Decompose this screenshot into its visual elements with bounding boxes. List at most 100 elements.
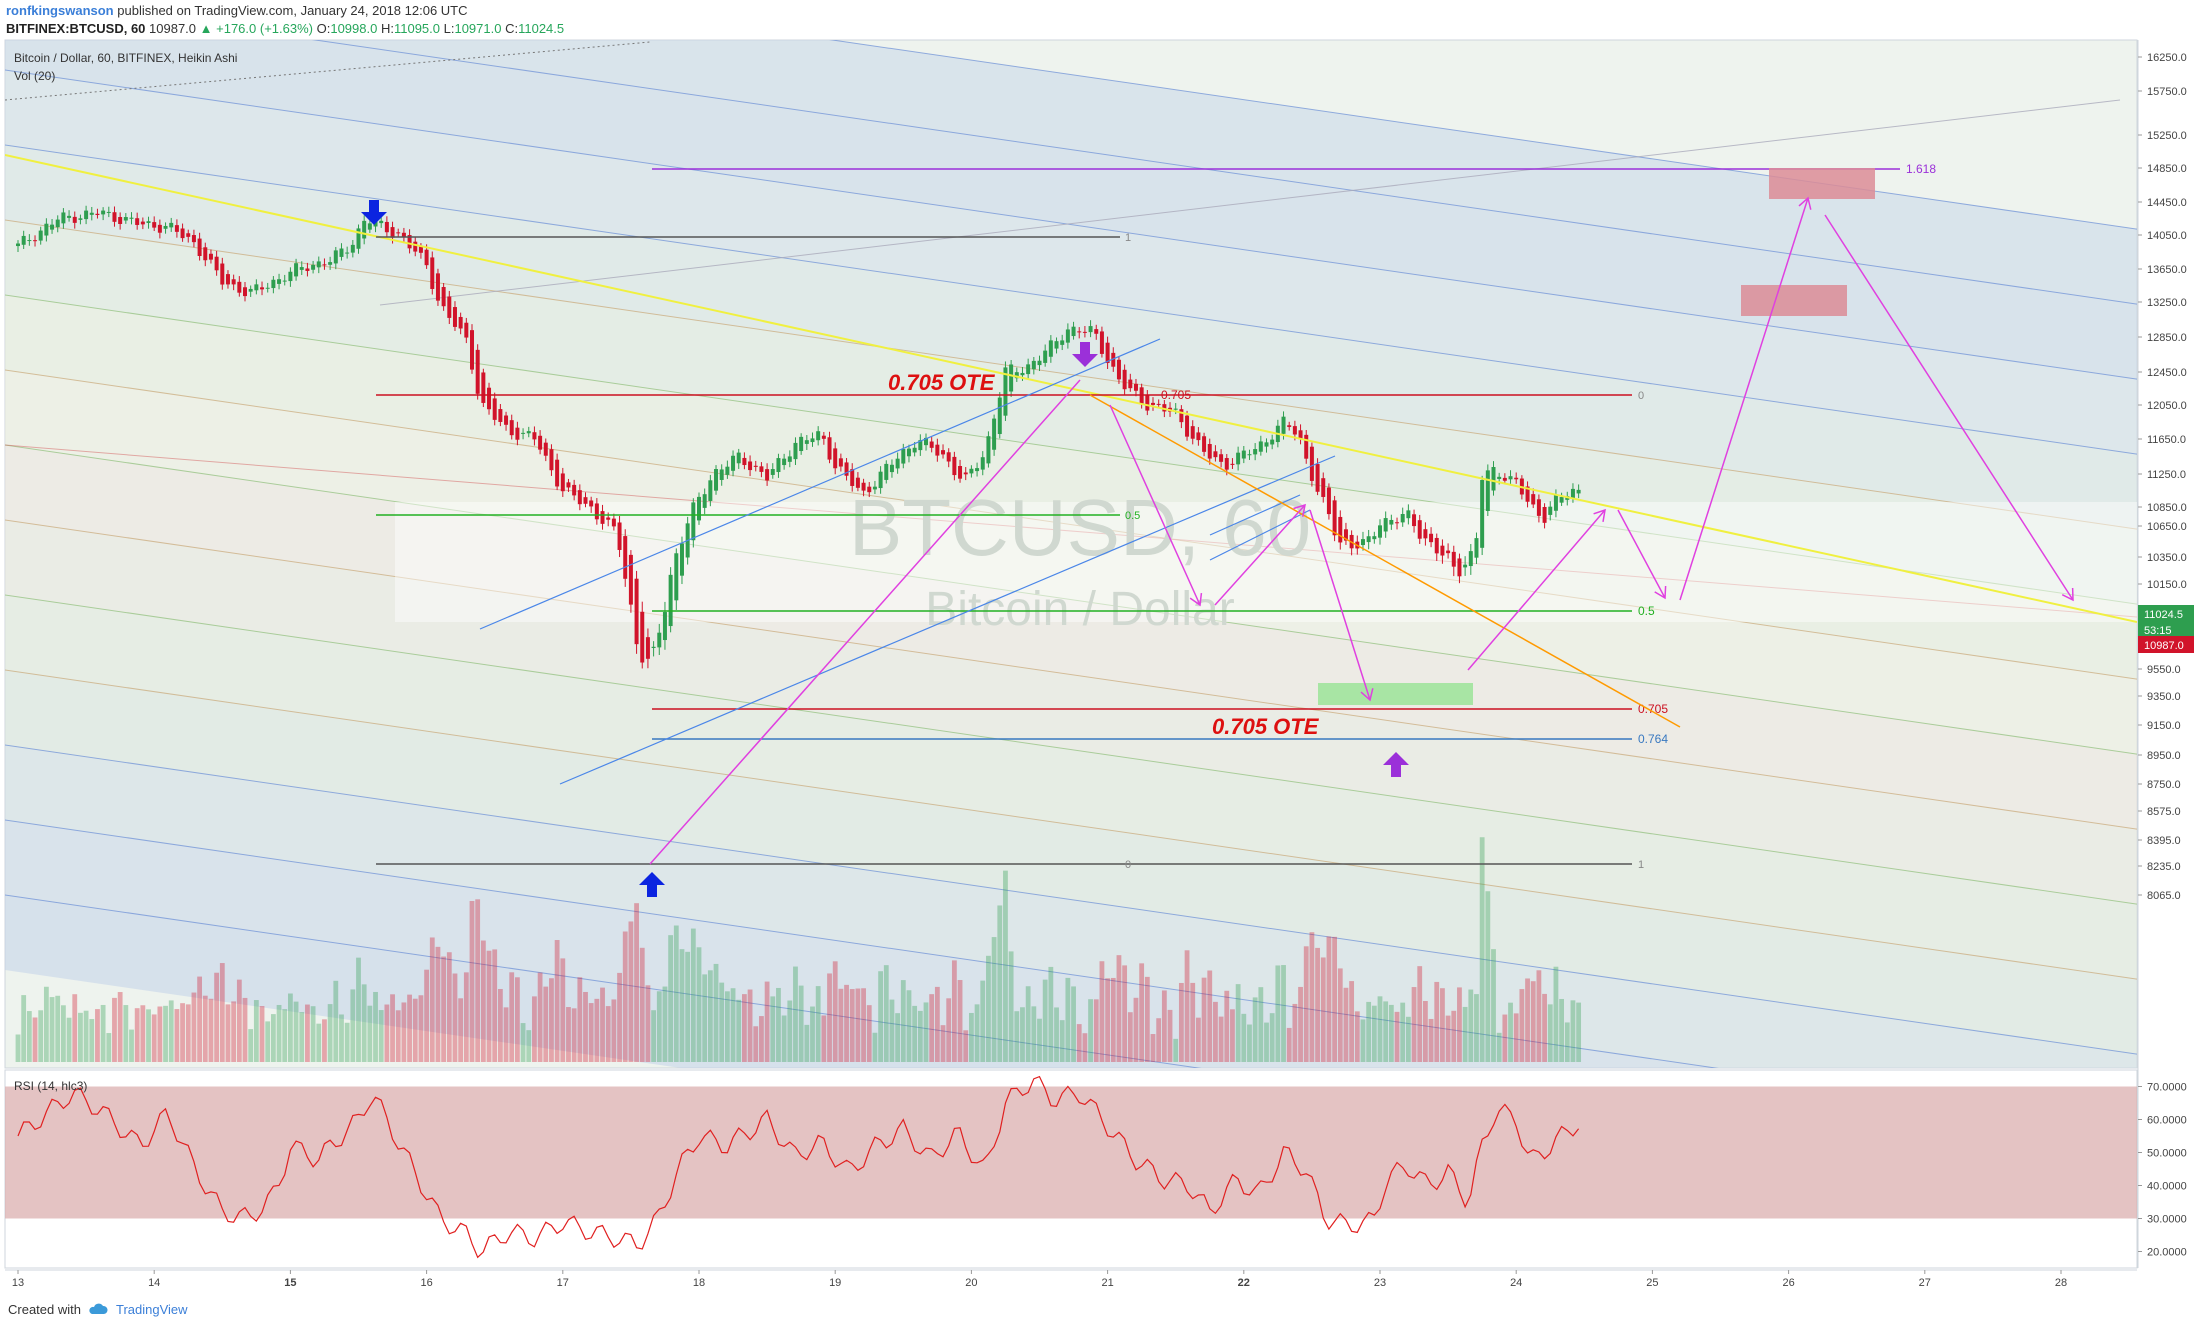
volume-bar bbox=[503, 1007, 509, 1062]
volume-bar bbox=[702, 974, 708, 1062]
volume-bar bbox=[339, 1014, 344, 1062]
candle-body bbox=[452, 307, 457, 327]
time-axis[interactable]: 13 14 15 16 17 18 19 20 21 22 23 24 25 26 27 28 bbox=[5, 1269, 2137, 1289]
candle-body bbox=[191, 235, 196, 243]
candle-body bbox=[1003, 367, 1008, 416]
volume-bar bbox=[1105, 978, 1110, 1062]
magenta-head bbox=[1798, 196, 1812, 210]
candle-body bbox=[362, 220, 367, 239]
last-price-tag bbox=[2138, 605, 2194, 622]
volume-bar bbox=[951, 960, 957, 1062]
last-price-tag-label: 11024.5 bbox=[2144, 609, 2183, 621]
volume-bar bbox=[1451, 1010, 1457, 1062]
candle-body bbox=[1230, 463, 1235, 465]
candle-body bbox=[611, 518, 616, 527]
candle-body bbox=[526, 431, 531, 434]
candle-body bbox=[929, 441, 934, 448]
rsi-line bbox=[17, 1075, 1580, 1259]
volume-bar bbox=[197, 976, 202, 1062]
candle-body bbox=[566, 482, 571, 488]
volume-bar bbox=[1513, 1013, 1519, 1062]
volume-bar bbox=[1048, 966, 1054, 1062]
candle-body bbox=[1309, 446, 1314, 481]
candle-body bbox=[379, 220, 384, 224]
candle-body bbox=[413, 241, 418, 252]
candle-body bbox=[50, 224, 55, 230]
arrow-up-icon bbox=[639, 872, 665, 897]
volume-bar bbox=[446, 952, 452, 1062]
price-tick-label: 14850.0 bbox=[2147, 163, 2187, 175]
candle-body bbox=[691, 502, 696, 541]
candle-body bbox=[186, 233, 191, 237]
volume-bar bbox=[492, 949, 498, 1062]
volume-bar bbox=[1525, 978, 1530, 1062]
close-label: C: bbox=[505, 21, 519, 36]
candle-body bbox=[95, 213, 100, 215]
volume-bar bbox=[1247, 1024, 1252, 1062]
volume-bar bbox=[798, 985, 804, 1062]
candle-body bbox=[1122, 369, 1127, 390]
candle-body bbox=[1258, 441, 1263, 452]
upper-ray bbox=[379, 99, 2121, 306]
volume-bar bbox=[1020, 1007, 1025, 1062]
blue-channel-lower bbox=[559, 455, 1336, 785]
time-tick-label: 26 bbox=[1782, 1277, 1794, 1289]
candle-body bbox=[1389, 519, 1394, 525]
candle-body bbox=[736, 452, 741, 464]
candle-body bbox=[231, 279, 236, 285]
candle-body bbox=[793, 442, 798, 460]
target-zone-top bbox=[1769, 168, 1875, 199]
candle-body bbox=[810, 438, 815, 443]
volume-bar bbox=[316, 1023, 322, 1062]
rsi-tick-label: 40.0000 bbox=[2147, 1181, 2187, 1193]
publish-header: ronfkingswanson published on TradingView… bbox=[0, 0, 2196, 40]
channel-band bbox=[5, 295, 2137, 680]
open-value: 10998.0 bbox=[330, 21, 378, 36]
candle-body bbox=[418, 246, 423, 253]
rsi-legend[interactable]: RSI (14, hlc3) bbox=[14, 1079, 87, 1093]
magenta-leg-down-1 bbox=[1109, 404, 1201, 606]
volume-bar bbox=[1184, 950, 1190, 1062]
fib-label-05-right: 0.5 bbox=[1638, 604, 1655, 618]
price-tick-label: 14450.0 bbox=[2147, 197, 2187, 209]
volume-bar bbox=[361, 984, 367, 1062]
volume-bar bbox=[1037, 1018, 1042, 1062]
volume-bar bbox=[770, 996, 776, 1062]
candle-body bbox=[1542, 506, 1547, 523]
candle-body bbox=[577, 490, 582, 505]
time-tick-label: 22 bbox=[1238, 1277, 1250, 1289]
volume-bar bbox=[497, 988, 503, 1062]
candle-body bbox=[294, 263, 299, 277]
volume-legend[interactable]: Vol (20) bbox=[14, 69, 55, 83]
time-tick-label: 14 bbox=[148, 1277, 160, 1289]
volume-bar bbox=[390, 994, 395, 1062]
volume-bar bbox=[747, 989, 753, 1062]
volume-bar bbox=[588, 1003, 594, 1062]
volume-bar bbox=[1547, 1004, 1553, 1062]
volume-bar bbox=[214, 972, 220, 1062]
volume-bar bbox=[480, 940, 486, 1062]
volume-bar bbox=[827, 973, 832, 1062]
price-axis[interactable]: 16250.0 15750.0 15250.0 14850.0 14450.0 14050… bbox=[2137, 40, 2196, 1268]
candle-body bbox=[748, 461, 753, 471]
volume-bar bbox=[191, 992, 197, 1062]
magenta-head bbox=[1593, 508, 1606, 522]
candle-body bbox=[986, 436, 991, 464]
series-legend[interactable]: Bitcoin / Dollar, 60, BITFINEX, Heikin A… bbox=[14, 51, 237, 65]
candle-body bbox=[197, 238, 202, 256]
candle-body bbox=[458, 316, 463, 329]
volume-bar bbox=[452, 973, 458, 1062]
volume-bar bbox=[776, 987, 781, 1062]
author-link[interactable]: ronfkingswanson bbox=[6, 3, 114, 18]
rsi-axis[interactable]: 70.0000 60.0000 50.0000 40.0000 30.0000 20.00… bbox=[2137, 1070, 2196, 1268]
candle-body bbox=[1315, 464, 1320, 492]
volume-bar bbox=[1003, 870, 1008, 1062]
candle-body bbox=[407, 235, 412, 249]
candle-body bbox=[935, 444, 940, 456]
price-tick-label: 12450.0 bbox=[2147, 367, 2187, 379]
tradingview-link[interactable]: TradingView bbox=[116, 1302, 188, 1317]
candle-body bbox=[912, 447, 917, 453]
volume-bar bbox=[475, 899, 481, 1062]
candle-body bbox=[328, 262, 333, 265]
